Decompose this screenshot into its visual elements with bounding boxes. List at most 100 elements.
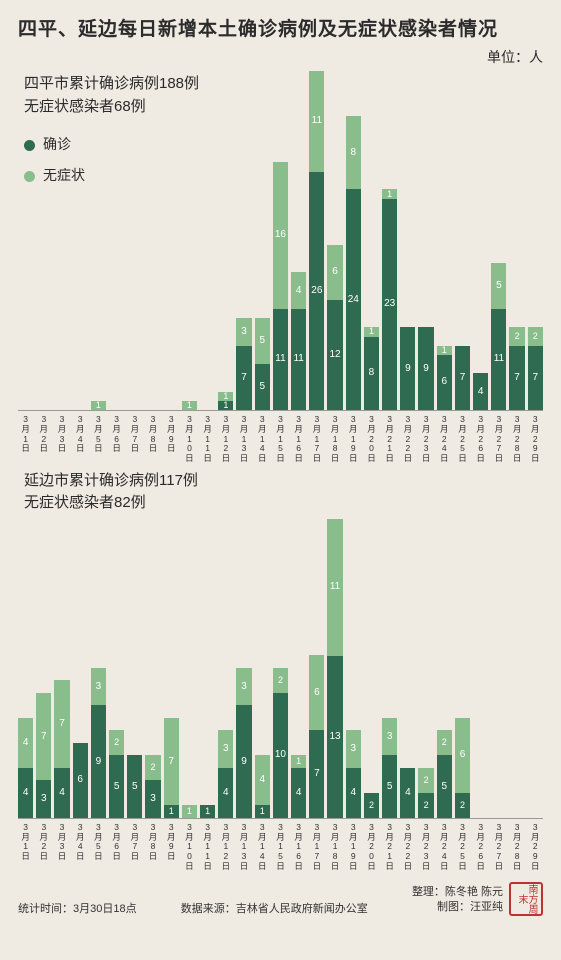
bar-column: 612 (327, 71, 342, 410)
bar-seg-confirmed: 10 (273, 693, 288, 818)
bar-column (164, 71, 179, 410)
bar-seg-asymptomatic: 3 (382, 718, 397, 756)
bar-seg-confirmed: 5 (382, 755, 397, 818)
bar-column: 34 (346, 519, 361, 818)
xaxis-label: 3月15日 (273, 823, 288, 872)
bar-column: 9 (400, 71, 415, 410)
xaxis-label: 3月10日 (182, 415, 197, 464)
bar-column: 1126 (309, 71, 324, 410)
bar-column (18, 71, 33, 410)
yanbian-xaxis: 3月1日3月2日3月3日3月4日3月5日3月6日3月7日3月8日3月9日3月10… (18, 823, 543, 872)
bar-column: 34 (218, 519, 233, 818)
xaxis-label: 3月25日 (455, 415, 470, 464)
xaxis-label: 3月19日 (346, 415, 361, 464)
bar-seg-asymptomatic: 11 (309, 71, 324, 172)
bar-column: 511 (491, 71, 506, 410)
xaxis-label: 3月12日 (218, 415, 233, 464)
bar-seg-confirmed: 24 (346, 189, 361, 410)
legend-dot-asymptomatic (24, 171, 35, 182)
bar-seg-confirmed: 13 (327, 656, 342, 818)
bar-column: 39 (91, 519, 106, 818)
bar-seg-confirmed: 11 (273, 309, 288, 410)
bar-seg-confirmed: 4 (18, 768, 33, 818)
bar-seg-confirmed: 4 (218, 768, 233, 818)
bar-seg-asymptomatic: 6 (327, 245, 342, 300)
xaxis-label: 3月22日 (400, 415, 415, 464)
footer-credits: 整理：陈冬艳 陈元 制图：汪亚纯 南方周末 (412, 882, 543, 916)
bar-seg-confirmed: 23 (382, 199, 397, 410)
bar-column: 73 (36, 519, 51, 818)
bar-seg-asymptomatic: 5 (255, 318, 270, 364)
xaxis-label: 3月27日 (491, 823, 506, 872)
xaxis-label: 3月6日 (109, 415, 124, 464)
xaxis-label: 3月18日 (327, 415, 342, 464)
bar-seg-asymptomatic: 2 (509, 327, 524, 345)
unit-label: 单位：人 (18, 47, 543, 67)
bar-column: 62 (455, 519, 470, 818)
bar-column: 27 (509, 71, 524, 410)
bar-seg-confirmed: 2 (455, 793, 470, 818)
bar-seg-confirmed: 11 (491, 309, 506, 410)
bar-seg-confirmed: 6 (73, 743, 88, 818)
bar-seg-confirmed: 7 (455, 346, 470, 410)
bar-seg-asymptomatic: 3 (236, 318, 251, 346)
bar-column: 25 (437, 519, 452, 818)
bar-seg-confirmed: 5 (437, 755, 452, 818)
bar-seg-confirmed: 3 (145, 780, 160, 818)
siping-summary: 四平市累计确诊病例188例 无症状感染者68例 (24, 73, 199, 118)
bar-column (36, 71, 51, 410)
bar-seg-confirmed: 7 (509, 346, 524, 410)
footer-credit1: 整理：陈冬艳 陈元 (412, 885, 503, 900)
xaxis-label: 3月4日 (73, 823, 88, 872)
bar-column (127, 71, 142, 410)
xaxis-label: 3月25日 (455, 823, 470, 872)
bar-column: 35 (382, 519, 397, 818)
bar-seg-confirmed: 4 (291, 768, 306, 818)
legend-confirmed: 确诊 (24, 129, 85, 160)
siping-summary-line1: 四平市累计确诊病例188例 (24, 73, 199, 96)
xaxis-label: 3月2日 (36, 823, 51, 872)
xaxis-label: 3月26日 (473, 823, 488, 872)
bar-seg-confirmed: 1 (218, 401, 233, 410)
bar-seg-confirmed: 8 (364, 337, 379, 411)
bar-column: 18 (364, 71, 379, 410)
legend: 确诊 无症状 (24, 129, 85, 191)
bar-column: 210 (273, 519, 288, 818)
xaxis-label: 3月24日 (437, 415, 452, 464)
bar-seg-asymptomatic: 1 (364, 327, 379, 336)
bar-seg-confirmed: 26 (309, 172, 324, 410)
bar-column: 6 (73, 519, 88, 818)
bar-seg-confirmed: 5 (109, 755, 124, 818)
footer-credit2: 制图：汪亚纯 (412, 900, 503, 915)
xaxis-label: 3月21日 (382, 415, 397, 464)
xaxis-label: 3月12日 (218, 823, 233, 872)
xaxis-label: 3月16日 (291, 823, 306, 872)
bar-seg-asymptomatic: 7 (36, 693, 51, 781)
bar-column: 824 (346, 71, 361, 410)
bar-seg-asymptomatic: 6 (455, 718, 470, 793)
siping-xaxis: 3月1日3月2日3月3日3月4日3月5日3月6日3月7日3月8日3月9日3月10… (18, 415, 543, 464)
xaxis-label: 3月15日 (273, 415, 288, 464)
bar-seg-asymptomatic: 1 (182, 805, 197, 818)
bar-column: 2 (364, 519, 379, 818)
bar-seg-asymptomatic: 2 (528, 327, 543, 345)
xaxis-label: 3月3日 (54, 415, 69, 464)
xaxis-label: 3月29日 (528, 415, 543, 464)
bar-seg-asymptomatic: 2 (418, 768, 433, 793)
xaxis-label: 3月10日 (182, 823, 197, 872)
bar-seg-confirmed: 1 (164, 805, 179, 818)
bar-seg-asymptomatic: 3 (91, 668, 106, 706)
bar-column (109, 71, 124, 410)
bar-column: 4 (400, 519, 415, 818)
bar-seg-confirmed: 4 (400, 768, 415, 818)
bar-column: 1 (182, 71, 197, 410)
xaxis-label: 3月28日 (509, 415, 524, 464)
bar-seg-confirmed: 7 (236, 346, 251, 410)
bar-seg-asymptomatic: 1 (91, 401, 106, 410)
xaxis-label: 3月29日 (528, 823, 543, 872)
bar-seg-asymptomatic: 8 (346, 116, 361, 190)
xaxis-label: 3月26日 (473, 415, 488, 464)
bar-column: 9 (418, 71, 433, 410)
bar-seg-asymptomatic: 7 (54, 680, 69, 768)
xaxis-label: 3月19日 (346, 823, 361, 872)
